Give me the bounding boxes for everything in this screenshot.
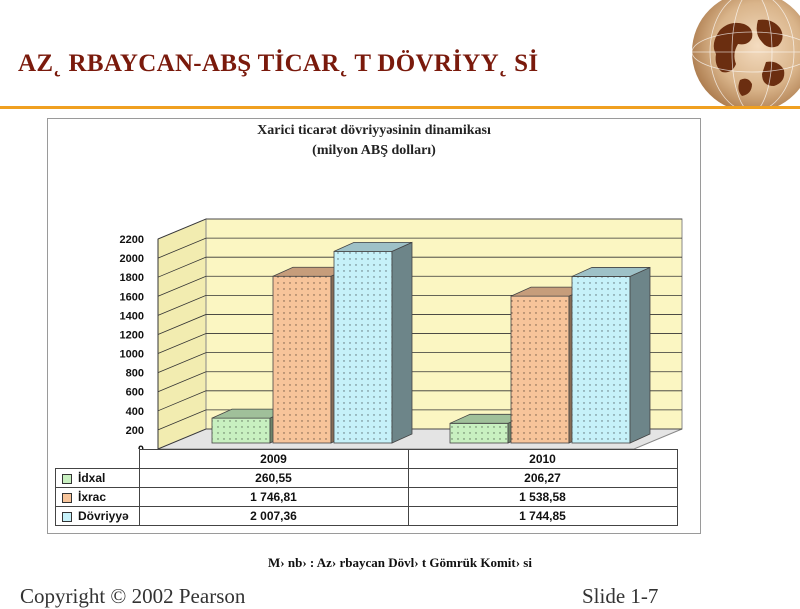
bar-chart: 0 200 400 600 800 1000 1200 1400 1600 1800 2000 220… — [120, 218, 683, 449]
legend-swatch-dovriyye — [62, 511, 72, 522]
legend-label-ixrac: İxrac — [78, 490, 107, 504]
bar-side — [629, 266, 651, 444]
y-tick-label: 1200 — [120, 329, 144, 341]
table-row-ixrac: İxrac 1 746,81 1 538,58 — [55, 487, 678, 507]
y-tick-label: 600 — [126, 387, 144, 399]
legend-idxal: İdxal — [55, 468, 140, 488]
gridline — [157, 218, 682, 240]
y-tick-label: 1400 — [120, 310, 144, 322]
legend-ixrac: İxrac — [55, 487, 140, 507]
slide-number: Slide 1-7 — [582, 584, 659, 608]
gridline — [157, 256, 682, 278]
slide-title: AZ˛ RBAYCAN-ABŞ TİCAR˛ T DÖVRİYY˛ Sİ — [18, 50, 539, 77]
legend-label-idxal: İdxal — [78, 471, 106, 485]
title-rule — [0, 106, 800, 109]
bar-top — [571, 267, 651, 277]
globe-icon — [691, 0, 800, 108]
bar — [333, 250, 393, 444]
bar — [211, 417, 271, 444]
bar — [272, 275, 332, 444]
source-note: M› nb› : Az› rbaycan Dövl› t Gömrük Komi… — [268, 555, 532, 570]
y-tick-label: 1000 — [120, 349, 144, 361]
table-row-dovriyye: Dövriyyə 2 007,36 1 744,85 — [55, 506, 678, 526]
legend-label-dovriyye: Dövriyyə — [78, 509, 129, 523]
bar-side — [391, 241, 413, 444]
chart-side-wall — [157, 218, 207, 449]
table-header-row: 2009 2010 — [55, 449, 678, 469]
y-tick-label: 1600 — [120, 291, 144, 303]
legend-dovriyye: Dövriyyə — [55, 506, 140, 526]
legend-swatch-idxal — [62, 473, 72, 484]
bar-top — [333, 241, 413, 252]
table-header-2009: 2009 — [138, 449, 409, 469]
bar — [571, 276, 631, 444]
y-tick-label: 2000 — [120, 253, 144, 265]
bar — [510, 295, 570, 444]
gridline — [157, 237, 682, 259]
table-cell: 206,27 — [407, 468, 678, 488]
y-tick-label: 200 — [126, 425, 144, 437]
chart-subtitle: (milyon ABŞ dolları) — [312, 143, 436, 158]
copyright-text: Copyright © 2002 Pearson — [20, 584, 246, 608]
y-tick-label: 800 — [126, 368, 144, 380]
table-header-2010: 2010 — [407, 449, 678, 469]
y-tick-label: 1800 — [120, 272, 144, 284]
table-cell: 1 538,58 — [407, 487, 678, 507]
chart-frame: Xarici ticarət dövriyyəsinin dinamikası … — [47, 118, 701, 534]
chart-title: Xarici ticarət dövriyyəsinin dinamikası — [257, 123, 491, 138]
table-cell: 260,55 — [138, 468, 409, 488]
gridline — [157, 275, 682, 297]
bar — [449, 422, 509, 444]
y-tick-label: 400 — [126, 406, 144, 418]
table-cell: 1 746,81 — [138, 487, 409, 507]
data-table: 2009 2010 İdxal 260,55 206,27 İxrac 1 74… — [55, 449, 678, 526]
table-cell: 1 744,85 — [407, 506, 678, 526]
table-row-idxal: İdxal 260,55 206,27 — [55, 468, 678, 488]
legend-swatch-ixrac — [62, 492, 72, 503]
table-cell: 2 007,36 — [138, 506, 409, 526]
y-tick-label: 2200 — [120, 234, 144, 246]
y-tick-label: 0 — [138, 444, 144, 449]
